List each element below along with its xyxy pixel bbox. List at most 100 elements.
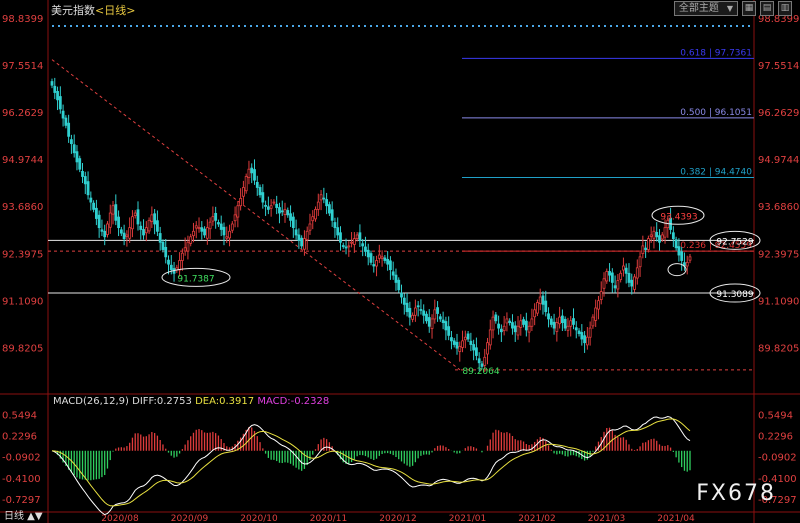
signal-dot [622, 25, 624, 27]
candle-body [622, 265, 625, 271]
macd-tick-left: 0.2296 [2, 432, 37, 443]
signal-dot [160, 25, 162, 27]
candle-body [322, 197, 326, 200]
candle-body [447, 326, 451, 336]
signal-dot [616, 25, 618, 27]
macd-tick-right: -0.7297 [758, 495, 797, 506]
signal-dot [244, 25, 246, 27]
signal-dot [418, 25, 420, 27]
signal-dot [694, 25, 696, 27]
chevron-down-icon: ▼ [726, 4, 733, 13]
candle-body [536, 302, 539, 314]
candle-body [630, 279, 634, 287]
candle-body [441, 319, 445, 324]
candle-body [400, 292, 403, 298]
theme-dropdown[interactable]: 全部主题 ▼ [673, 1, 738, 16]
signal-dot [214, 25, 216, 27]
candle-body [230, 223, 234, 231]
signal-dot [184, 25, 186, 27]
candle-body [56, 91, 59, 101]
candle-body [646, 238, 650, 250]
candle-body [97, 214, 101, 229]
candle-body [480, 363, 484, 367]
signal-dot [496, 25, 498, 27]
candle-body [61, 110, 65, 119]
signal-dot [484, 25, 486, 27]
candle-body [394, 274, 398, 283]
candle-body [350, 241, 353, 244]
candle-body [508, 320, 512, 324]
candle-body [430, 318, 434, 329]
signal-dot [550, 25, 552, 27]
candle-body [469, 340, 473, 345]
time-tick: 2020/12 [379, 514, 416, 523]
signal-dot [526, 25, 528, 27]
signal-dot [178, 25, 180, 27]
candle-body [272, 201, 276, 204]
price-tick-left: 89.8205 [2, 343, 43, 354]
signal-dot [424, 25, 426, 27]
candle-body [577, 330, 581, 334]
candlesticks [50, 77, 692, 372]
signal-dot [442, 25, 444, 27]
chart-title: 美元指数<日线> [51, 2, 135, 18]
price-tick-right: 91.1090 [758, 296, 799, 307]
candle-body [624, 267, 628, 274]
candle-body [522, 319, 525, 325]
layout-icon[interactable]: ▤ [760, 1, 774, 16]
candle-body [147, 219, 151, 232]
candle-body [119, 229, 123, 234]
candle-body [361, 243, 365, 247]
candle-body [552, 321, 556, 329]
time-tick: 2021/03 [588, 514, 625, 523]
signal-dot [148, 25, 150, 27]
candle-body [383, 257, 387, 261]
signal-dot [136, 25, 138, 27]
candle-body [205, 227, 209, 239]
candle-body [416, 305, 420, 308]
settings-icon[interactable]: ▥ [778, 1, 792, 16]
signal-dot [412, 25, 414, 27]
signal-dot [298, 25, 300, 27]
signal-dot [688, 25, 690, 27]
signal-dot [292, 25, 294, 27]
signal-dot [520, 25, 522, 27]
signal-dot [568, 25, 570, 27]
signal-dot [154, 25, 156, 27]
candle-body [594, 307, 598, 321]
candle-body [133, 212, 137, 216]
candle-body [613, 285, 617, 289]
candle-body [150, 214, 154, 222]
candle-body [563, 318, 567, 329]
candle-body [108, 212, 112, 228]
candle-body [627, 272, 631, 283]
candle-body [505, 318, 509, 324]
candle-body [103, 230, 107, 238]
signal-dot [76, 25, 78, 27]
signal-dot [370, 25, 372, 27]
candle-body [50, 81, 54, 86]
candle-body [158, 233, 162, 243]
candle-body [591, 316, 595, 327]
signal-dot [70, 25, 72, 27]
grid-icon[interactable]: ▦ [742, 1, 756, 16]
candle-body [405, 302, 409, 313]
candle-body [266, 206, 270, 210]
candle-body [341, 245, 345, 247]
candle-body [219, 223, 223, 230]
candle-body [549, 318, 553, 325]
candle-body [463, 336, 467, 341]
timeframe-tab[interactable]: 日线 ▲▼ [4, 511, 43, 522]
candle-body [169, 264, 173, 271]
signal-dot [118, 25, 120, 27]
candle-body [425, 313, 428, 322]
price-tick-right: 92.3975 [758, 249, 799, 260]
candle-body [660, 234, 664, 240]
price-tick-left: 98.8399 [2, 14, 43, 25]
candle-body [610, 272, 614, 283]
signal-dot [364, 25, 366, 27]
candle-body [327, 204, 331, 214]
price-tick-left: 94.9744 [2, 155, 43, 166]
candle-body [316, 201, 320, 210]
